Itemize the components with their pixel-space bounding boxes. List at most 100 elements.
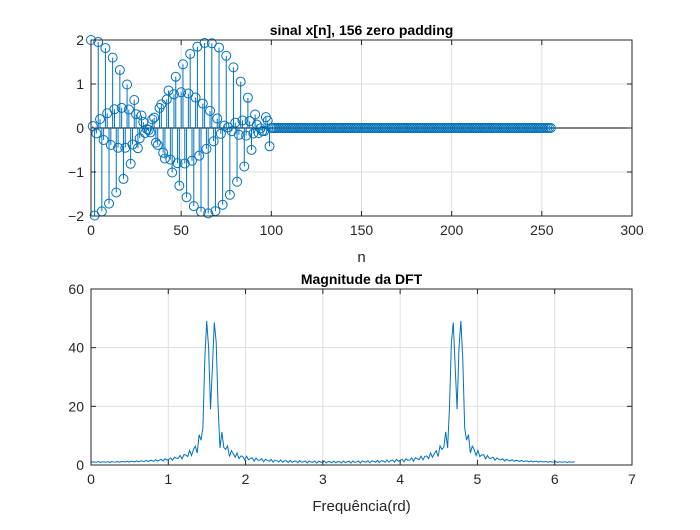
signal-stem-marker — [232, 176, 243, 187]
signal-stem-marker — [145, 127, 156, 138]
signal-stem-marker — [250, 109, 261, 120]
signal-stem-marker — [100, 43, 111, 54]
signal-stem-marker — [127, 139, 138, 150]
dft-xtick-label: 5 — [474, 471, 482, 487]
dft-magnitude-line — [90, 320, 575, 464]
signal-xtick-label: 50 — [173, 222, 189, 238]
signal-stem-marker — [241, 130, 252, 141]
signal-stem-marker — [125, 158, 136, 169]
signal-stem-marker — [129, 95, 140, 106]
signal-stem-marker — [91, 128, 102, 139]
signal-stem-marker — [233, 129, 244, 140]
signal-ytick-label: −1 — [68, 164, 84, 180]
signal-xtick-label: 0 — [87, 222, 95, 238]
signal-stem-marker — [203, 208, 214, 219]
signal-stem-marker — [206, 38, 217, 49]
dft-ytick-label: 60 — [68, 281, 84, 297]
signal-stem-marker — [152, 139, 163, 150]
signal-stem-marker — [105, 140, 116, 151]
signal-stem-marker — [259, 126, 270, 137]
signal-stem-marker — [93, 37, 104, 48]
signal-stem-marker — [190, 92, 201, 103]
signal-stem-marker — [212, 113, 223, 124]
dft-title: Magnitude da DFT — [301, 271, 423, 287]
signal-stem-marker — [158, 147, 169, 158]
signal-stem-marker — [205, 105, 216, 116]
dft-xlabel: Frequência(rd) — [312, 498, 410, 515]
signal-stem-marker — [134, 133, 145, 144]
signal-stem-marker — [215, 128, 226, 139]
signal-stem-marker — [208, 136, 219, 147]
signal-stem-marker — [230, 117, 241, 128]
signal-ytick-label: 0 — [76, 120, 84, 136]
dft-xtick-label: 0 — [87, 471, 95, 487]
signal-xtick-label: 300 — [620, 222, 644, 238]
dft-plot-area — [91, 289, 632, 465]
signal-stem-marker — [264, 141, 275, 152]
signal-stem-marker — [118, 173, 129, 184]
dft-ticks: 0 1 2 3 4 5 6 7 0 20 40 60 — [68, 281, 636, 487]
signal-stem-marker — [239, 161, 250, 172]
signal-stem-marker — [177, 59, 188, 70]
dft-axes-border — [90, 288, 633, 466]
dft-axes: 0 1 2 3 4 5 6 7 0 20 40 60 Magnitude da DFT Frequên… — [68, 271, 636, 515]
signal-stem-marker — [131, 109, 142, 120]
dft-xtick-label: 4 — [396, 471, 404, 487]
signal-xtick-label: 200 — [440, 222, 464, 238]
signal-stem-marker — [167, 167, 178, 178]
signal-stem-marker — [228, 62, 239, 73]
signal-stem-marker — [116, 102, 127, 113]
signal-xlabel: n — [357, 249, 365, 266]
signal-stem-marker — [186, 155, 197, 166]
signal-xtick-label: 150 — [350, 222, 374, 238]
signal-stem-marker — [170, 71, 181, 82]
signal-stem-marker — [136, 110, 147, 121]
signal-stem-marker — [201, 143, 212, 154]
signal-axes: 0 50 100 150 200 250 300 −2 −1 0 1 2 sinal x[n], 15… — [68, 22, 644, 266]
signal-stem-marker — [147, 114, 158, 125]
signal-stem-marker — [111, 187, 122, 198]
signal-stem-marker — [163, 85, 174, 96]
dft-xtick-label: 2 — [242, 471, 250, 487]
signal-stem-marker — [122, 79, 133, 90]
signal-stem-marker — [141, 124, 152, 135]
signal-stem-marker — [113, 142, 124, 153]
signal-stem-marker — [237, 115, 248, 126]
signal-stem-marker — [221, 50, 232, 61]
dft-ytick-label: 40 — [68, 340, 84, 356]
signal-stem-marker — [197, 98, 208, 109]
signal-stem-marker — [214, 42, 225, 53]
signal-stem-marker — [109, 104, 120, 115]
signal-stem-marker — [174, 180, 185, 191]
dft-xtick-label: 3 — [319, 471, 327, 487]
signal-stem-marker — [199, 37, 210, 48]
signal-stem-marker — [217, 199, 228, 210]
signal-stem-marker — [235, 76, 246, 87]
signal-stem-marker — [107, 52, 118, 63]
signal-stem-marker — [176, 87, 187, 98]
signal-stem-marker — [95, 114, 106, 125]
dft-grid — [91, 289, 632, 465]
signal-stem-marker — [114, 65, 125, 76]
dft-xtick-label: 7 — [628, 471, 636, 487]
signal-stem-marker — [120, 142, 131, 153]
signal-stem-marker — [242, 92, 253, 103]
signal-stem-marker — [194, 150, 205, 161]
signal-stem-marker — [104, 198, 115, 209]
signal-stem-marker — [179, 158, 190, 169]
signal-stem-marker — [248, 128, 259, 139]
signal-stem-marker — [123, 104, 134, 115]
signal-stem-marker — [150, 137, 161, 148]
signal-stem-marker — [143, 125, 154, 136]
signal-stem-marker — [255, 123, 266, 134]
dft-ytick-label: 0 — [76, 457, 84, 473]
signal-ytick-label: 2 — [76, 32, 84, 48]
signal-ytick-label: 1 — [76, 76, 84, 92]
signal-title: sinal x[n], 156 zero padding — [270, 22, 454, 38]
signal-stem-marker — [224, 189, 235, 200]
signal-ytick-label: −2 — [68, 208, 84, 224]
signal-stem-marker — [172, 158, 183, 169]
signal-stem-marker — [168, 89, 179, 100]
